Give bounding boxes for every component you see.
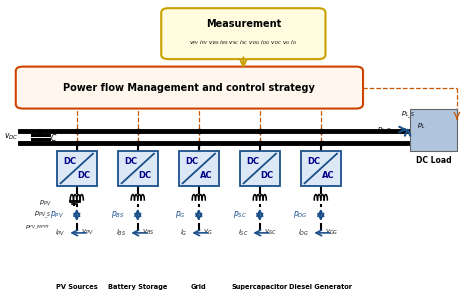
Text: $i_{PV}$: $i_{PV}$	[55, 228, 65, 238]
FancyBboxPatch shape	[16, 67, 363, 109]
Text: Grid: Grid	[191, 284, 207, 290]
Text: DC: DC	[307, 157, 320, 166]
FancyBboxPatch shape	[179, 151, 219, 186]
Text: $p_{PV}$: $p_{PV}$	[50, 209, 64, 220]
Text: Supercapacitor: Supercapacitor	[232, 284, 288, 290]
FancyBboxPatch shape	[410, 109, 457, 150]
Text: $v_{BS}$: $v_{BS}$	[143, 228, 155, 237]
Text: AC: AC	[200, 171, 212, 180]
Text: $v_{PV}$ $i_{PV}$ $v_{BS}$ $i_{BS}$ $v_{SC}$ $i_{SC}$ $v_{DG}$ $i_{DG}$ $v_{DC}$: $v_{PV}$ $i_{PV}$ $v_{BS}$ $i_{BS}$ $v_{…	[189, 39, 298, 47]
Text: PV Sources: PV Sources	[56, 284, 98, 290]
Text: Diesel Generator: Diesel Generator	[289, 284, 352, 290]
Text: $i_{DG}$: $i_{DG}$	[298, 228, 309, 238]
FancyBboxPatch shape	[240, 151, 280, 186]
Text: $v_{DG}$: $v_{DG}$	[326, 228, 339, 237]
FancyBboxPatch shape	[161, 8, 326, 59]
Text: DC: DC	[77, 171, 91, 180]
Text: $p_{SC}$: $p_{SC}$	[233, 209, 246, 220]
Text: $p_{BS}$: $p_{BS}$	[111, 209, 125, 220]
Text: DC: DC	[138, 171, 152, 180]
Text: $p_{DG}$: $p_{DG}$	[293, 209, 308, 220]
Text: Battery Storage: Battery Storage	[108, 284, 167, 290]
FancyBboxPatch shape	[118, 151, 158, 186]
Text: $C$: $C$	[50, 132, 57, 142]
Text: DC: DC	[260, 171, 273, 180]
Text: $p_{L\_S}$: $p_{L\_S}$	[401, 110, 415, 121]
Text: DC: DC	[185, 157, 198, 166]
FancyBboxPatch shape	[301, 151, 341, 186]
Text: Power flow Management and control strategy: Power flow Management and control strate…	[64, 82, 315, 93]
Text: Measurement: Measurement	[206, 20, 281, 29]
Text: DC: DC	[246, 157, 259, 166]
Text: DC: DC	[124, 157, 137, 166]
Text: $p_{PV}$: $p_{PV}$	[38, 198, 51, 207]
Text: $i_{SC}$: $i_{SC}$	[237, 228, 248, 238]
Text: $p_G$: $p_G$	[175, 209, 186, 220]
Text: $p_{PV\_S}$: $p_{PV\_S}$	[34, 209, 51, 221]
Text: $p_{PV\_MPPT}$: $p_{PV\_MPPT}$	[25, 223, 51, 231]
Text: $v_{DC}$: $v_{DC}$	[4, 132, 18, 142]
Text: $p_{L\_D}$: $p_{L\_D}$	[377, 126, 391, 137]
Text: AC: AC	[322, 171, 334, 180]
Text: $v_{PV}$: $v_{PV}$	[82, 228, 94, 237]
Text: DC Load: DC Load	[416, 157, 451, 166]
Text: $v_{SC}$: $v_{SC}$	[264, 228, 277, 237]
Text: $v_G$: $v_G$	[203, 228, 213, 237]
Text: DC: DC	[63, 157, 76, 166]
Text: $p_L$: $p_L$	[417, 122, 426, 131]
Text: $i_{BS}$: $i_{BS}$	[116, 228, 126, 238]
Text: $i_G$: $i_G$	[180, 228, 187, 238]
FancyBboxPatch shape	[57, 151, 97, 186]
